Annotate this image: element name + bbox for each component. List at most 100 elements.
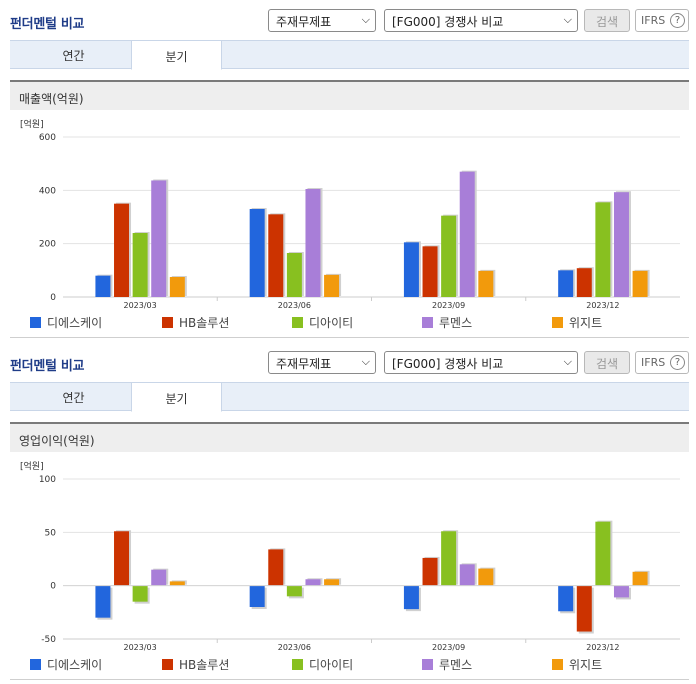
operating-profit-chart: [억원] -50 0 50 100 2023/03 2023/06 2023/09 2023/1… — [20, 460, 680, 652]
divider — [10, 679, 689, 680]
y-tick-label: 200 — [39, 240, 56, 250]
chevron-down-icon: ⌵ — [563, 355, 572, 368]
panel-title: 펀더멘털 비교 — [10, 17, 85, 32]
legend-label: 위지트 — [569, 658, 603, 672]
comparison-group-select[interactable]: [FG000] 경쟁사 비교 ⌵ — [384, 351, 578, 374]
bar[interactable] — [286, 585, 302, 597]
tab-quarterly[interactable]: 분기 — [131, 40, 222, 70]
period-tabs: 연간 분기 — [10, 382, 689, 412]
unit-label: [억원] — [20, 460, 44, 472]
legend-label: HB솔루션 — [179, 658, 230, 672]
legend-swatch — [552, 317, 563, 328]
legend-item[interactable]: 위지트 — [552, 314, 602, 331]
bar[interactable] — [286, 253, 302, 297]
bar[interactable] — [403, 242, 419, 297]
unit-label: [억원] — [20, 118, 44, 130]
legend-item[interactable]: HB솔루션 — [162, 656, 229, 673]
statement-type-value: 주재무제표 — [276, 357, 332, 371]
bar[interactable] — [576, 585, 592, 632]
bar[interactable] — [95, 275, 111, 297]
tab-quarterly[interactable]: 분기 — [131, 382, 222, 412]
bar[interactable] — [95, 585, 111, 618]
bar[interactable] — [268, 549, 284, 586]
bar[interactable] — [558, 585, 574, 612]
legend-swatch — [422, 659, 433, 670]
x-tick-label: 2023/06 — [278, 301, 311, 310]
chart-legend: 디에스케이 HB솔루션 디아이티 루멘스 위지트 — [30, 314, 690, 334]
bar[interactable] — [132, 233, 148, 297]
x-tick-label: 2023/03 — [124, 301, 157, 310]
bar[interactable] — [613, 192, 629, 297]
panel-title: 펀더멘털 비교 — [10, 359, 85, 374]
legend-item[interactable]: 디에스케이 — [30, 656, 102, 673]
bar[interactable] — [459, 171, 475, 297]
bar[interactable] — [324, 274, 340, 297]
legend-label: 디아이티 — [309, 316, 354, 330]
panel-header: 펀더멘털 비교 주재무제표 ⌵ [FG000] 경쟁사 비교 ⌵ 검색 IFRS… — [0, 342, 696, 382]
ifrs-help-button[interactable]: IFRS ? — [635, 9, 689, 32]
bar[interactable] — [305, 579, 321, 586]
bar[interactable] — [632, 571, 648, 586]
comparison-group-value: [FG000] 경쟁사 비교 — [392, 15, 504, 29]
legend-item[interactable]: 루멘스 — [422, 314, 472, 331]
bar[interactable] — [459, 564, 475, 586]
ifrs-label: IFRS — [641, 14, 666, 27]
bar[interactable] — [576, 268, 592, 297]
bar[interactable] — [268, 214, 284, 297]
bar[interactable] — [403, 585, 419, 610]
bar[interactable] — [422, 557, 438, 586]
bar[interactable] — [249, 209, 265, 297]
legend-item[interactable]: HB솔루션 — [162, 314, 229, 331]
x-tick-label: 2023/09 — [432, 301, 465, 310]
bar[interactable] — [422, 246, 438, 297]
y-tick-label: 400 — [39, 186, 56, 196]
bar[interactable] — [478, 568, 494, 586]
legend-item[interactable]: 디아이티 — [292, 314, 353, 331]
statement-type-select[interactable]: 주재무제표 ⌵ — [268, 9, 376, 32]
search-button[interactable]: 검색 — [584, 351, 630, 374]
legend-swatch — [30, 317, 41, 328]
bar[interactable] — [249, 585, 265, 607]
legend-item[interactable]: 위지트 — [552, 656, 602, 673]
chevron-down-icon: ⌵ — [361, 13, 370, 26]
bar[interactable] — [324, 579, 340, 586]
search-button[interactable]: 검색 — [584, 9, 630, 32]
legend-swatch — [552, 659, 563, 670]
bar[interactable] — [132, 585, 148, 602]
y-tick-label: 600 — [39, 133, 56, 143]
bar[interactable] — [114, 531, 130, 586]
bar[interactable] — [151, 569, 167, 586]
bar[interactable] — [632, 270, 648, 297]
revenue-chart: [억원] 0 200 400 600 2023/03 2023/06 2023/09 2023/… — [20, 118, 680, 310]
legend-swatch — [292, 317, 303, 328]
bar[interactable] — [169, 581, 185, 586]
bar[interactable] — [595, 521, 611, 586]
bar[interactable] — [558, 270, 574, 297]
bar[interactable] — [441, 215, 457, 297]
chevron-down-icon: ⌵ — [563, 13, 572, 26]
bar[interactable] — [305, 189, 321, 297]
bar[interactable] — [114, 203, 130, 297]
legend-label: 디아이티 — [309, 658, 354, 672]
ifrs-help-button[interactable]: IFRS ? — [635, 351, 689, 374]
legend-item[interactable]: 루멘스 — [422, 656, 472, 673]
question-icon: ? — [670, 355, 685, 370]
y-tick-label: 0 — [50, 293, 56, 303]
bar[interactable] — [478, 270, 494, 297]
bar[interactable] — [441, 531, 457, 586]
bar[interactable] — [169, 277, 185, 297]
tab-annual[interactable]: 연간 — [62, 391, 85, 405]
tab-annual[interactable]: 연간 — [62, 49, 85, 63]
bar[interactable] — [151, 180, 167, 297]
bar[interactable] — [595, 202, 611, 297]
y-tick-label: -50 — [41, 635, 56, 645]
y-tick-label: 50 — [45, 528, 57, 538]
legend-item[interactable]: 디에스케이 — [30, 314, 102, 331]
comparison-group-select[interactable]: [FG000] 경쟁사 비교 ⌵ — [384, 9, 578, 32]
legend-item[interactable]: 디아이티 — [292, 656, 353, 673]
legend-swatch — [162, 317, 173, 328]
legend-label: 루멘스 — [439, 316, 473, 330]
y-tick-label: 100 — [39, 475, 56, 485]
bar[interactable] — [613, 585, 629, 598]
statement-type-select[interactable]: 주재무제표 ⌵ — [268, 351, 376, 374]
